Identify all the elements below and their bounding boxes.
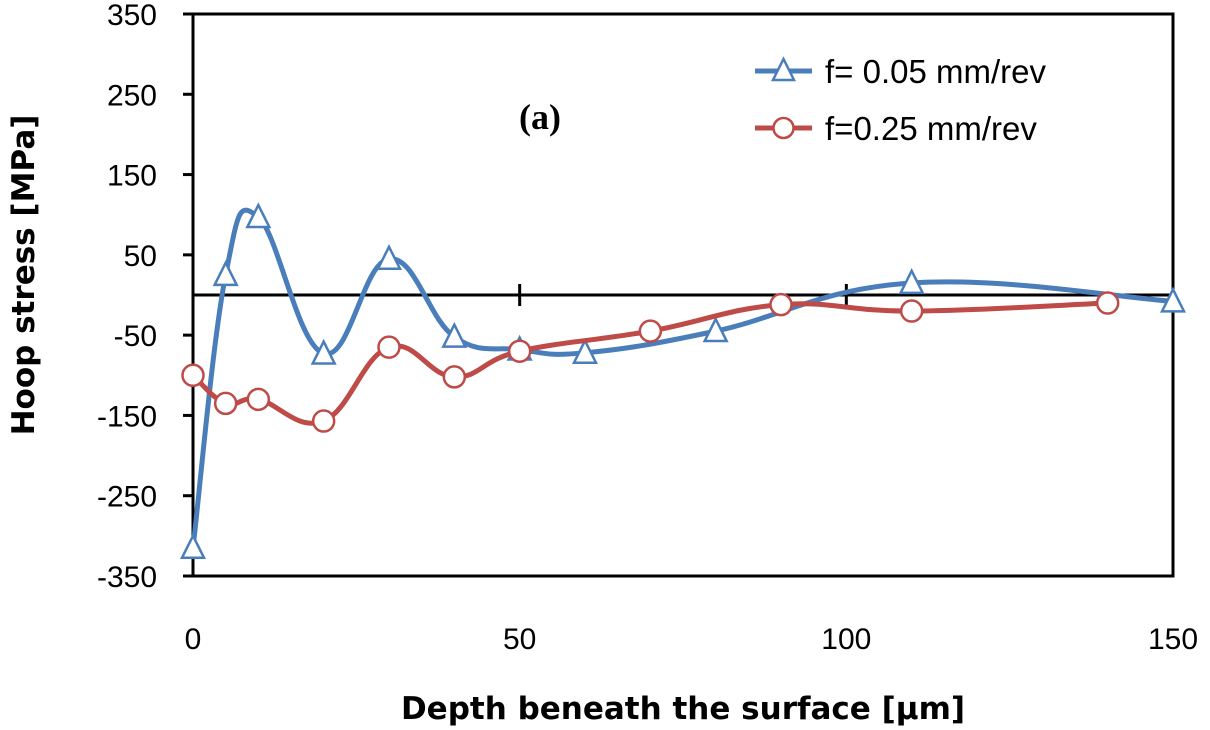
series-2-point xyxy=(246,387,271,412)
legend-label-series-1: f= 0.05 mm/rev xyxy=(825,53,1046,90)
legend-label-series-2: f=0.25 mm/rev xyxy=(825,110,1037,147)
series-2-point xyxy=(311,409,336,433)
series-2-point xyxy=(181,363,205,388)
series-1-point xyxy=(310,338,337,365)
y-axis-title: Hoop stress [MPa] xyxy=(6,115,42,436)
series-2-point xyxy=(213,391,238,416)
series-2-point xyxy=(377,335,401,359)
y-axis-ticks: -350 -250 -150 -50 50 150 250 350 xyxy=(97,0,193,594)
legend-marker-series-2 xyxy=(772,116,795,140)
series-1-point xyxy=(375,243,403,271)
series-1-point xyxy=(898,268,925,295)
x-tick-label: 100 xyxy=(821,623,871,656)
x-axis-title: Depth beneath the surface [µm] xyxy=(401,691,965,727)
series-2-point xyxy=(638,319,663,343)
y-tick-label: -50 xyxy=(114,320,157,353)
series-1-point xyxy=(245,202,272,229)
series-1-point xyxy=(1159,286,1187,313)
series-1-point xyxy=(441,321,468,348)
legend-marker-series-1 xyxy=(770,56,797,82)
x-tick-label: 50 xyxy=(503,623,536,656)
y-tick-label: -250 xyxy=(97,481,157,514)
legend: f= 0.05 mm/rev f=0.25 mm/rev xyxy=(755,53,1046,147)
series-2-point xyxy=(442,365,467,389)
y-tick-label: 50 xyxy=(124,240,157,273)
y-tick-label: 250 xyxy=(107,79,157,112)
series-group xyxy=(179,202,1187,560)
x-tick-label: 150 xyxy=(1148,623,1198,656)
y-tick-label: 350 xyxy=(107,0,157,32)
series-2 xyxy=(181,291,1120,433)
series-1-point xyxy=(702,316,729,343)
x-axis-ticks: 0 50 100 150 xyxy=(185,284,1198,656)
series-2-point xyxy=(1095,291,1120,315)
series-1-point xyxy=(571,337,599,364)
series-1-point xyxy=(212,260,239,287)
panel-label: (a) xyxy=(519,97,561,137)
series-2-point xyxy=(899,299,924,323)
y-tick-label: -350 xyxy=(97,561,157,594)
x-tick-label: 0 xyxy=(185,623,202,656)
y-tick-label: -150 xyxy=(97,400,157,433)
series-1 xyxy=(179,202,1187,560)
y-tick-label: 150 xyxy=(107,160,157,193)
series-2-point xyxy=(769,292,793,317)
series-1-point xyxy=(179,533,207,560)
series-2-point xyxy=(507,339,532,363)
